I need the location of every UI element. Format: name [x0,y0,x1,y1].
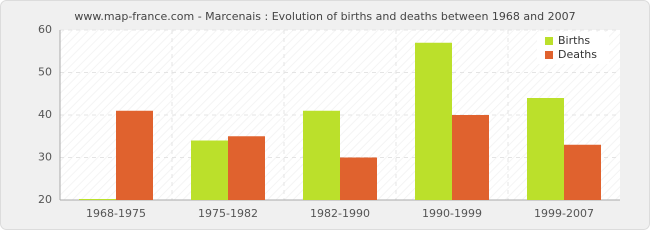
y-tick-label: 60 [38,23,52,36]
legend-swatch [545,51,553,59]
y-tick-label: 30 [38,151,52,164]
bar [116,110,153,200]
y-tick-label: 40 [38,108,52,121]
legend-label: Deaths [558,48,597,61]
bar [415,42,452,200]
bar [303,110,340,200]
legend-label: Births [558,34,590,47]
legend-swatch [545,37,553,45]
chart-title: www.map-france.com - Marcenais : Evoluti… [74,10,575,23]
bar [79,199,116,200]
y-tick-label: 20 [38,193,52,206]
bar [527,98,564,200]
y-tick-label: 50 [38,66,52,79]
bar [228,136,265,200]
x-tick-label: 1990-1999 [422,207,482,220]
chart: www.map-france.com - Marcenais : Evoluti… [0,0,650,230]
bar [452,115,489,200]
x-tick-label: 1975-1982 [198,207,258,220]
x-tick-label: 1999-2007 [534,207,594,220]
bar [340,157,377,200]
bar [564,144,601,200]
x-tick-label: 1982-1990 [310,207,370,220]
x-tick-label: 1968-1975 [86,207,146,220]
bar [191,140,228,200]
